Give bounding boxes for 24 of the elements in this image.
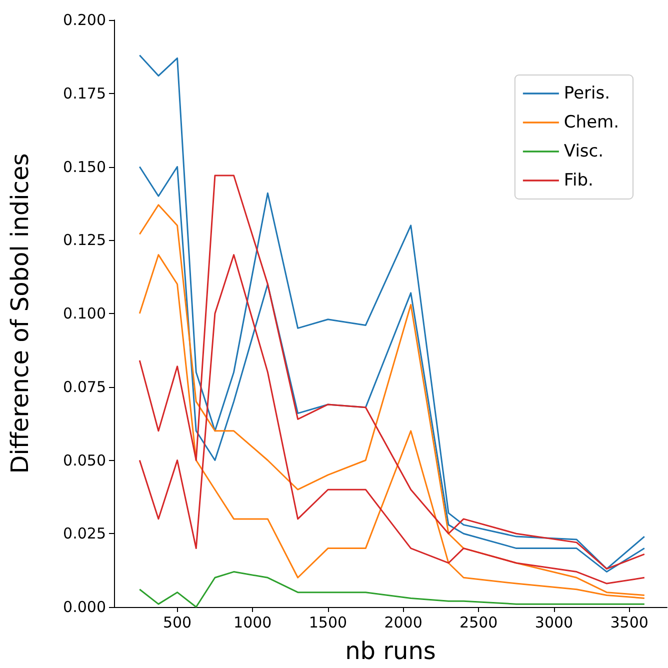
y-axis-title: Difference of Sobol indices: [6, 153, 34, 474]
y-tick-label: 0.025: [63, 524, 106, 543]
y-tick-label: 0.125: [63, 231, 106, 250]
y-tick-label: 0.150: [63, 158, 106, 176]
y-tick-label: 0.100: [63, 304, 106, 322]
line-series: [138, 571, 646, 608]
y-tick-label: 0.200: [63, 11, 106, 29]
x-tick-label: 2500: [460, 614, 498, 632]
x-tick-label: 500: [162, 614, 192, 632]
x-axis-title: nb runs: [345, 637, 436, 665]
y-tick-label: 0.075: [63, 378, 106, 396]
legend-label: Chem.: [564, 112, 620, 132]
x-tick-label: 3500: [610, 614, 648, 632]
legend-label: Fib.: [564, 170, 594, 190]
y-tick-label: 0.050: [63, 451, 106, 470]
line-series: [138, 54, 646, 570]
y-tick-label: 0.175: [63, 84, 106, 102]
x-tick-label: 2000: [384, 614, 422, 632]
legend-label: Visc.: [564, 142, 604, 162]
x-tick-label: 1500: [308, 614, 348, 632]
x-tick-label: 3000: [534, 614, 574, 632]
x-tick-label: 1000: [234, 614, 272, 632]
legend-label: Peris.: [564, 84, 610, 104]
y-tick-label: 0.000: [63, 598, 106, 616]
